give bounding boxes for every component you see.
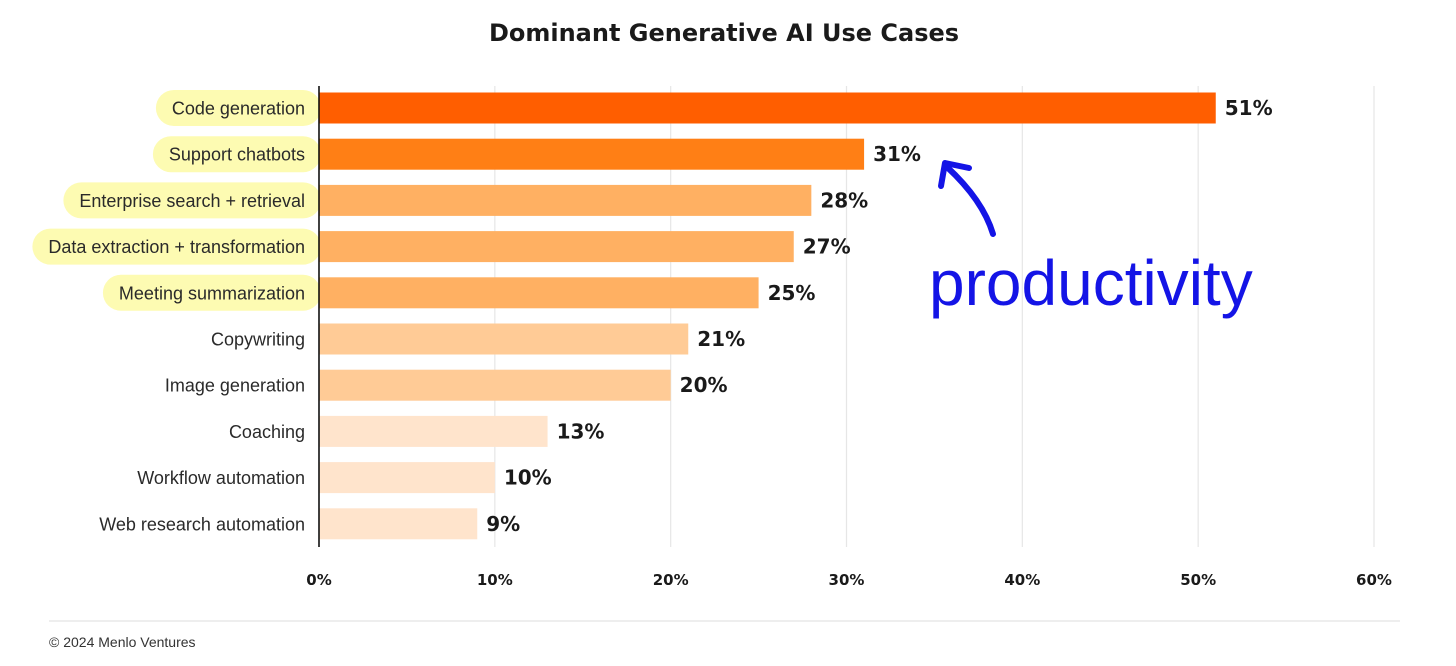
- label-highlight: [102, 274, 321, 311]
- x-tick-label: 20%: [653, 571, 689, 589]
- x-tick-label: 0%: [306, 571, 331, 589]
- bar: [319, 231, 794, 263]
- label-highlight: [155, 90, 321, 126]
- bars: [319, 92, 1216, 540]
- x-tick-label: 60%: [1356, 571, 1392, 589]
- category-label: Enterprise search + retrieval: [79, 191, 305, 211]
- category-labels: Code generation Support chatbots Enterpris…: [48, 99, 305, 535]
- category-label: Workflow automation: [137, 468, 305, 488]
- category-label: Support chatbots: [169, 145, 305, 165]
- x-tick-label: 50%: [1180, 571, 1216, 589]
- label-highlight: [63, 182, 321, 219]
- bar: [319, 277, 759, 309]
- chart-title: Dominant Generative AI Use Cases: [489, 19, 959, 47]
- bar: [319, 323, 689, 355]
- arrow-shaft: [944, 164, 996, 237]
- category-label: Code generation: [172, 99, 305, 119]
- productivity-annotation: productivity: [929, 160, 1253, 319]
- bar: [319, 138, 865, 170]
- category-label: Copywriting: [211, 330, 305, 350]
- x-tick-label: 30%: [829, 571, 865, 589]
- category-label: Coaching: [229, 422, 305, 442]
- annotation-text: productivity: [929, 247, 1253, 319]
- footer-copyright: © 2024 Menlo Ventures: [49, 634, 196, 650]
- bar: [319, 92, 1216, 124]
- label-highlight: [152, 136, 321, 173]
- value-label: 10%: [504, 466, 552, 490]
- value-label: 25%: [768, 281, 816, 305]
- x-axis-ticks: 0% 10% 20% 30% 40% 50% 60%: [306, 571, 1392, 589]
- category-label: Meeting summarization: [119, 283, 305, 303]
- bar: [319, 508, 478, 540]
- x-tick-label: 10%: [477, 571, 513, 589]
- category-label: Image generation: [165, 376, 305, 396]
- category-label: Web research automation: [99, 514, 305, 534]
- bar: [319, 369, 671, 401]
- value-label: 31%: [873, 142, 921, 166]
- bar: [319, 184, 812, 216]
- bar: [319, 462, 495, 494]
- x-tick-label: 40%: [1004, 571, 1040, 589]
- label-highlights: [32, 90, 321, 311]
- value-labels: 51% 31%28% 27% 25% 21% 20% 13%10% 9%: [486, 96, 1272, 536]
- value-label: 21%: [697, 327, 745, 351]
- label-highlight: [32, 228, 321, 265]
- value-label: 27%: [803, 235, 851, 259]
- value-label: 20%: [680, 373, 728, 397]
- value-label: 9%: [486, 512, 520, 536]
- category-label: Data extraction + transformation: [48, 237, 305, 257]
- bar: [319, 415, 548, 447]
- arrow-head-icon: [938, 160, 972, 189]
- value-label: 51%: [1225, 96, 1273, 120]
- value-label: 28%: [820, 188, 868, 212]
- value-label: 13%: [557, 419, 605, 443]
